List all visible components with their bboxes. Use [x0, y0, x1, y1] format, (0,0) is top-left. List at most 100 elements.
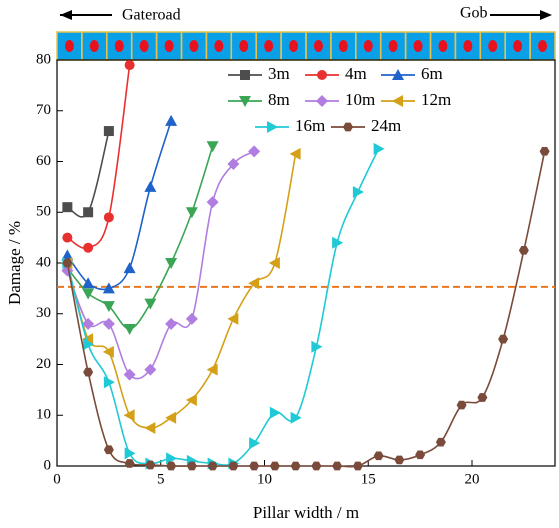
- marker: [103, 212, 114, 223]
- marker: [498, 334, 509, 344]
- series-line: [66, 146, 214, 330]
- series-line: [66, 150, 255, 380]
- marker: [206, 363, 218, 376]
- marker: [228, 461, 239, 471]
- marker: [186, 461, 197, 471]
- legend-label: 10m: [345, 90, 375, 109]
- marker: [206, 196, 219, 209]
- banner-dot: [413, 40, 423, 52]
- marker: [124, 447, 136, 460]
- marker: [124, 459, 135, 468]
- banner-dot: [139, 40, 149, 52]
- marker: [435, 437, 446, 447]
- legend-marker: [317, 70, 327, 80]
- marker: [165, 114, 178, 126]
- marker: [332, 461, 343, 471]
- marker: [145, 460, 156, 470]
- marker: [248, 277, 260, 290]
- marker: [123, 323, 136, 335]
- marker: [352, 185, 364, 198]
- banner-dot: [264, 40, 274, 52]
- marker: [62, 258, 73, 268]
- legend-label: 8m: [268, 90, 290, 109]
- marker: [290, 461, 301, 471]
- marker: [477, 393, 488, 402]
- marker: [352, 461, 363, 471]
- marker: [61, 249, 74, 261]
- y-tick-label: 0: [44, 457, 52, 473]
- banner-dot: [214, 40, 224, 52]
- series-line: [66, 64, 131, 250]
- legend-label: 4m: [345, 64, 367, 83]
- marker: [311, 340, 323, 353]
- marker: [456, 400, 467, 410]
- gob-arrow-head: [540, 10, 552, 20]
- x-tick-label: 0: [53, 471, 61, 487]
- marker: [123, 262, 136, 274]
- series-line: [66, 153, 297, 429]
- marker: [102, 345, 114, 358]
- y-tick-label: 80: [36, 51, 51, 67]
- marker: [103, 445, 114, 455]
- marker: [207, 461, 218, 471]
- marker: [332, 236, 344, 249]
- legend-label: 24m: [371, 116, 401, 135]
- marker: [518, 245, 529, 255]
- marker: [102, 301, 115, 313]
- marker: [123, 368, 136, 381]
- marker: [82, 333, 94, 346]
- marker: [227, 158, 240, 171]
- marker: [206, 141, 219, 153]
- marker: [165, 411, 177, 424]
- banner-dot: [289, 40, 299, 52]
- marker: [311, 461, 322, 471]
- marker: [165, 258, 178, 269]
- y-tick-label: 30: [36, 305, 51, 321]
- legend-marker: [343, 122, 353, 132]
- banner-dot: [488, 40, 498, 52]
- series-line: [66, 148, 380, 466]
- legend-marker: [392, 95, 403, 107]
- legend-marker: [267, 121, 278, 133]
- marker: [249, 461, 260, 471]
- marker: [248, 145, 261, 158]
- marker: [144, 363, 157, 376]
- marker: [102, 317, 115, 330]
- marker: [62, 202, 73, 213]
- legend-label: 12m: [421, 90, 451, 109]
- y-axis-title: Damage / %: [5, 221, 24, 305]
- y-tick-label: 10: [36, 407, 51, 423]
- series-line: [66, 130, 110, 218]
- x-tick-label: 5: [157, 471, 165, 487]
- legend-marker: [316, 95, 328, 107]
- marker: [166, 461, 177, 471]
- marker: [373, 451, 384, 461]
- marker: [269, 461, 280, 471]
- marker: [144, 298, 157, 310]
- marker: [123, 409, 135, 422]
- marker: [83, 367, 94, 377]
- marker: [124, 60, 135, 71]
- marker: [82, 288, 95, 300]
- banner-dot: [388, 40, 398, 52]
- banner-dot: [463, 40, 473, 52]
- marker: [83, 338, 95, 351]
- marker: [82, 317, 95, 330]
- banner-dot: [189, 40, 199, 52]
- banner-dot: [538, 40, 548, 52]
- marker: [249, 437, 261, 450]
- marker: [373, 142, 385, 155]
- x-tick-label: 10: [257, 471, 272, 487]
- coal-seam-banner: [56, 31, 556, 61]
- legend-marker: [240, 70, 250, 80]
- marker: [185, 207, 198, 219]
- y-tick-label: 70: [36, 102, 51, 118]
- legend-marker: [239, 96, 251, 107]
- banner-dot: [89, 40, 99, 52]
- marker: [539, 147, 550, 156]
- banner-dot: [313, 40, 323, 52]
- marker: [103, 126, 114, 137]
- gateroad-arrow-head: [60, 10, 72, 20]
- marker: [102, 282, 115, 294]
